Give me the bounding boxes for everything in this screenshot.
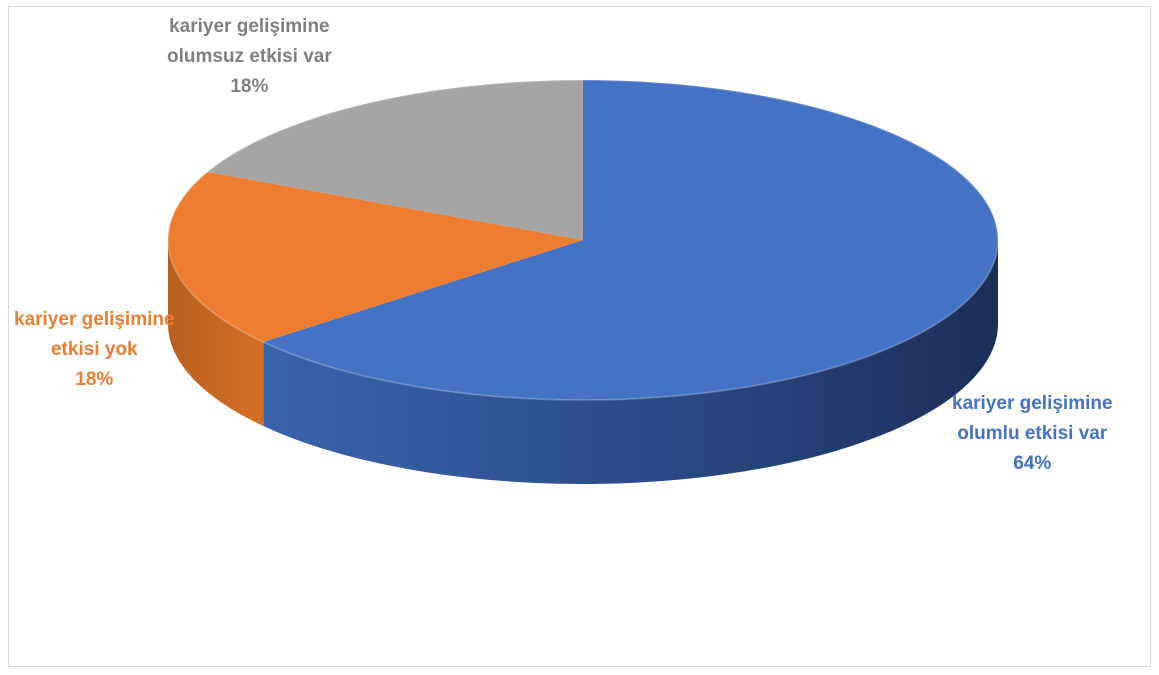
slice-label-positive: kariyer gelişimine olumlu etkisi var 64% bbox=[952, 393, 1113, 474]
slice-label-negative: kariyer gelişimine olumsuz etkisi var 18… bbox=[167, 16, 332, 97]
pie-side-0 bbox=[263, 240, 998, 484]
pie-slice-0 bbox=[263, 80, 998, 401]
pie-rim bbox=[167, 79, 999, 401]
pie-side-1 bbox=[168, 240, 264, 426]
slice-label-no-effect: kariyer gelişimine etkisi yok 18% bbox=[14, 309, 175, 390]
pie-slice-2 bbox=[207, 80, 584, 240]
pie-slice-1 bbox=[168, 171, 583, 342]
